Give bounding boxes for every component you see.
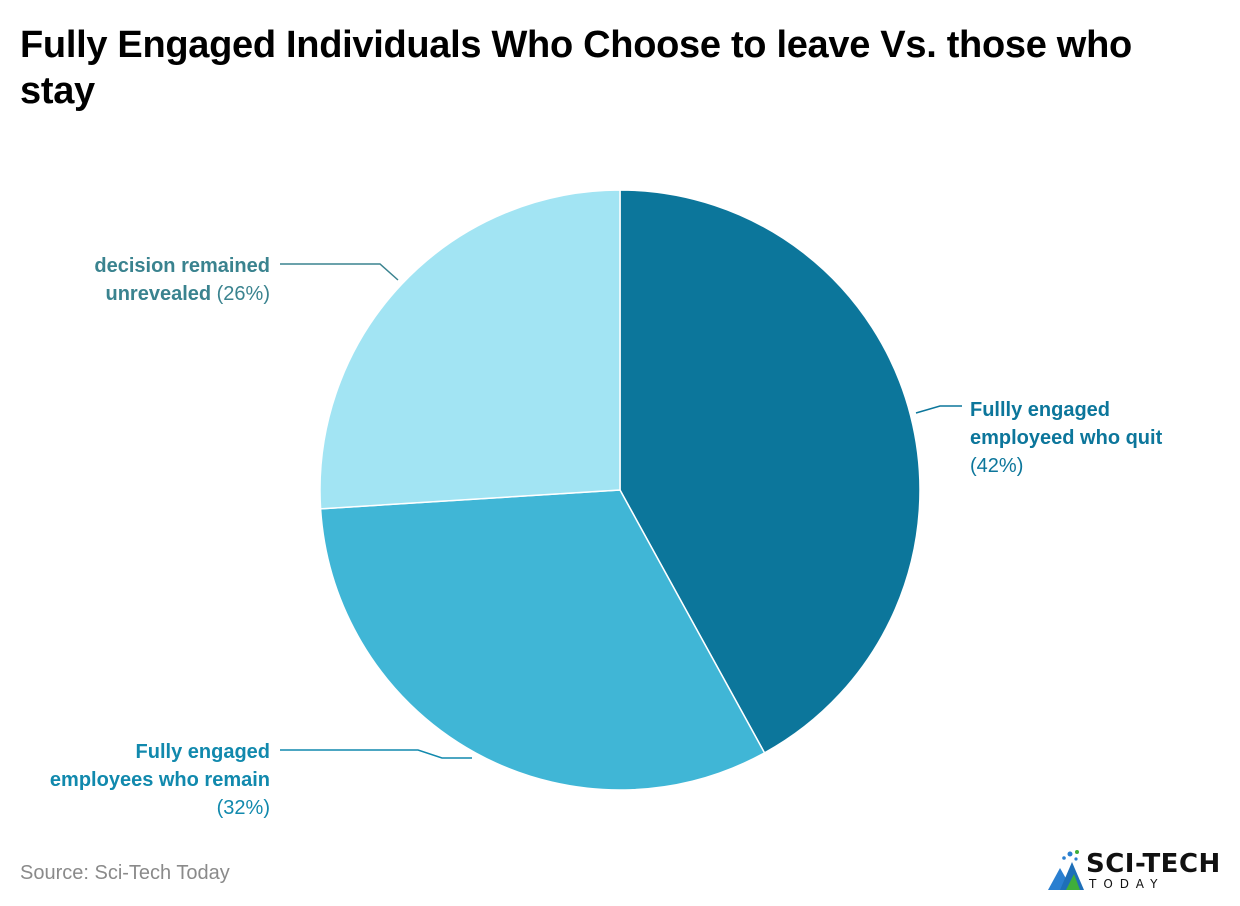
sci-tech-logo: SCI-TECH TODAY (1046, 848, 1226, 896)
slice-label-2: Fully engaged employees who remain (32%) (50, 741, 270, 819)
slice-value-3: (26%) (211, 283, 270, 305)
slice-value-1: (42%) (970, 455, 1023, 477)
logo-subtitle: TODAY (1089, 877, 1165, 891)
chart-title: Fully Engaged Individuals Who Choose to … (20, 24, 1132, 112)
logo-name: SCI-TECH (1086, 849, 1221, 879)
slice-label-3: decision remained unrevealed (26%) (94, 255, 270, 305)
logo-mark-icon (1048, 850, 1084, 890)
leader-line-2 (280, 749, 472, 759)
pie-slice-3 (319, 189, 621, 510)
slice-label-1: Fullly engaged employeed who quit (42%) (970, 399, 1163, 477)
leader-line-3 (280, 263, 399, 281)
leader-line-1 (915, 405, 962, 414)
source-note: Source: Sci-Tech Today (20, 862, 230, 884)
slice-value-2: (32%) (217, 797, 270, 819)
pie-slice-2 (319, 489, 766, 791)
pie-slice-1 (619, 189, 921, 754)
